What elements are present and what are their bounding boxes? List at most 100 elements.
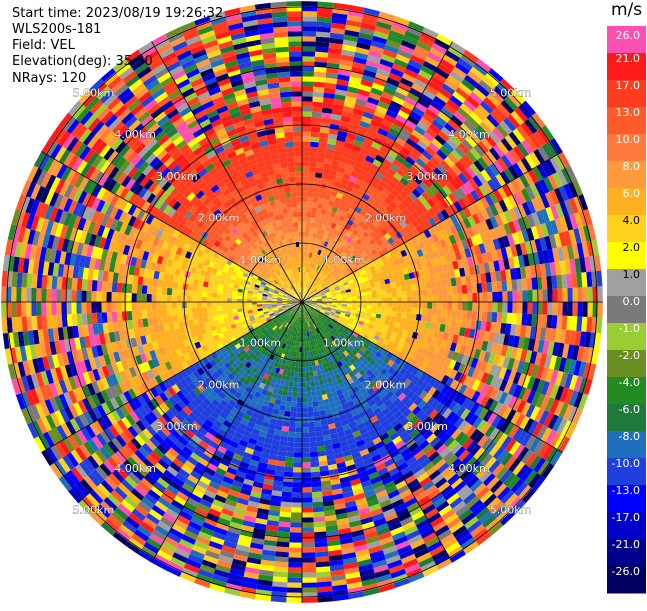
velocity-gate: [302, 242, 305, 247]
velocity-gate: [315, 556, 329, 562]
velocity-gate: [587, 287, 592, 302]
velocity-gate: [286, 597, 302, 602]
velocity-gate: [302, 497, 312, 502]
velocity-gate: [313, 406, 319, 412]
velocity-gate: [352, 305, 357, 308]
velocity-gate: [307, 402, 313, 407]
velocity-gate: [391, 287, 397, 292]
velocity-gate: [526, 314, 532, 326]
velocity-gate: [512, 302, 517, 313]
velocity-gate: [312, 487, 322, 493]
velocity-gate: [312, 502, 323, 508]
velocity-gate: [492, 282, 498, 292]
velocity-gate: [302, 522, 314, 527]
velocity-gate: [437, 295, 442, 302]
velocity-gate: [316, 167, 324, 173]
velocity-gate: [457, 294, 462, 302]
velocity-gate: [309, 427, 316, 433]
velocity-gate: [283, 477, 293, 483]
velocity-gate: [314, 521, 326, 527]
velocity-gate: [302, 432, 309, 437]
velocity-gate: [462, 310, 468, 319]
velocity-gate: [302, 232, 306, 237]
velocity-gate: [302, 462, 311, 467]
velocity-gate: [302, 131, 311, 136]
velocity-gate: [302, 152, 310, 157]
velocity-gate: [297, 387, 302, 392]
velocity-gate: [294, 452, 302, 457]
velocity-gate: [306, 372, 310, 377]
velocity-gate: [302, 157, 310, 162]
velocity-gate: [311, 117, 321, 123]
velocity-gate: [302, 76, 314, 81]
velocity-gate: [452, 302, 457, 310]
velocity-gate: [352, 302, 357, 305]
velocity-gate: [372, 302, 377, 306]
velocity-gate: [492, 302, 497, 312]
velocity-gate: [285, 462, 294, 468]
velocity-gate: [290, 532, 302, 537]
velocity-gate: [472, 311, 478, 320]
velocity-gate: [387, 306, 392, 311]
velocity-gate: [516, 279, 522, 291]
velocity-gate: [295, 427, 302, 432]
velocity-gate: [310, 152, 318, 158]
velocity-gate: [296, 357, 299, 362]
velocity-gate: [312, 102, 323, 108]
velocity-gate: [287, 391, 292, 397]
velocity-gate: [310, 147, 318, 153]
velocity-gate: [318, 451, 327, 457]
velocity-gate: [317, 152, 325, 158]
velocity-gate: [376, 310, 382, 315]
velocity-gate: [472, 284, 478, 293]
velocity-gate: [295, 367, 299, 372]
velocity-gate: [302, 192, 308, 197]
velocity-gate: [402, 307, 407, 313]
velocity-gate: [299, 357, 302, 362]
velocity-gate: [302, 86, 313, 91]
velocity-gate: [382, 298, 387, 302]
velocity-gate: [302, 582, 317, 587]
velocity-gate: [477, 283, 483, 293]
velocity-gate: [291, 512, 302, 517]
velocity-gate: [405, 279, 411, 285]
velocity-gate: [487, 302, 492, 312]
velocity-gate: [302, 502, 313, 507]
velocity-gate: [275, 551, 289, 557]
velocity-gate: [302, 121, 311, 126]
velocity-gate: [422, 289, 428, 296]
velocity-gate: [302, 392, 307, 397]
velocity-gate: [289, 542, 302, 547]
velocity-gate: [557, 288, 562, 302]
velocity-gate: [316, 436, 324, 442]
velocity-gate: [516, 313, 522, 325]
velocity-gate: [432, 288, 438, 295]
velocity-gate: [401, 312, 407, 318]
velocity-gate: [279, 405, 285, 411]
velocity-gate: [302, 567, 316, 572]
velocity-gate: [582, 302, 587, 317]
velocity-gate: [302, 222, 306, 227]
velocity-gate: [431, 316, 437, 324]
velocity-gate: [371, 309, 376, 313]
velocity-gate: [292, 487, 302, 492]
velocity-gate: [302, 106, 312, 111]
velocity-gate: [572, 288, 577, 302]
velocity-gate: [288, 557, 302, 562]
velocity-gate: [281, 431, 289, 437]
velocity-gate: [302, 577, 317, 582]
velocity-gate: [307, 207, 312, 212]
velocity-gate: [278, 526, 290, 532]
velocity-gate: [451, 278, 457, 287]
velocity-gate: [288, 386, 293, 392]
velocity-gate: [289, 376, 294, 382]
velocity-gate: [313, 506, 324, 512]
velocity-gate: [452, 286, 458, 294]
velocity-gate: [302, 507, 313, 512]
velocity-gate: [400, 280, 406, 286]
velocity-gate: [291, 502, 302, 507]
velocity-gate: [436, 280, 442, 288]
velocity-gate: [281, 497, 292, 503]
velocity-gate: [362, 299, 367, 302]
